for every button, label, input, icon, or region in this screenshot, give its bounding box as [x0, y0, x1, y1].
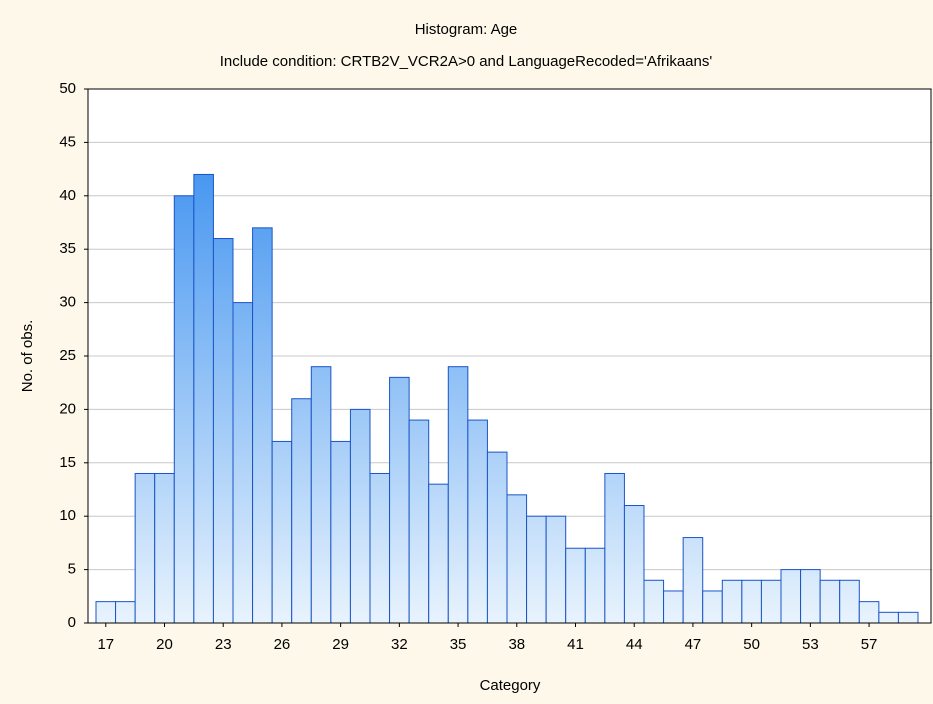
bar [780, 569, 802, 624]
bar [389, 376, 410, 624]
y-tick-label: 10 [59, 507, 76, 524]
bar [447, 366, 469, 624]
bar [819, 579, 841, 624]
bar [408, 419, 430, 624]
x-tick-label: 26 [274, 636, 291, 653]
y-tick-label: 45 [59, 133, 76, 150]
bar [212, 238, 234, 624]
bar [858, 601, 880, 624]
bar [134, 472, 156, 624]
chart-subtitle: Include condition: CRTB2V_VCR2A>0 and La… [220, 53, 713, 70]
x-tick-label: 47 [685, 636, 702, 653]
x-tick-label: 35 [450, 636, 467, 653]
y-tick-label: 20 [59, 400, 76, 417]
x-tick-label: 38 [508, 636, 525, 653]
bar [663, 590, 684, 624]
x-tick-label: 41 [567, 636, 584, 653]
plot-frame [87, 88, 932, 624]
bar [232, 302, 254, 624]
bar [604, 472, 625, 624]
bar [349, 408, 371, 624]
bar [565, 547, 586, 624]
x-tick-label: 23 [215, 636, 232, 653]
bar [310, 366, 332, 624]
x-tick-label: 50 [743, 636, 760, 653]
bar [878, 611, 899, 624]
bar [193, 173, 214, 624]
bar [702, 590, 723, 624]
bar [271, 440, 293, 624]
bar [330, 440, 351, 624]
bar [721, 579, 743, 624]
y-tick-label: 30 [59, 294, 76, 311]
bar [506, 494, 528, 624]
y-tick-label: 5 [68, 561, 76, 578]
bar [741, 579, 762, 624]
x-tick-label: 20 [156, 636, 173, 653]
y-tick-label: 0 [68, 614, 76, 631]
x-tick-label: 57 [861, 636, 878, 653]
x-tick-label: 29 [332, 636, 349, 653]
bar [486, 451, 508, 624]
x-tick-label: 17 [97, 636, 114, 653]
bar [643, 579, 665, 624]
chart-title: Histogram: Age [415, 21, 518, 38]
y-tick-label: 35 [59, 240, 76, 257]
y-axis-label: No. of obs. [19, 320, 36, 393]
y-tick-label: 50 [59, 80, 76, 97]
bar [428, 483, 449, 624]
x-tick-label: 53 [802, 636, 819, 653]
bar [173, 195, 195, 624]
bar [897, 611, 919, 624]
y-tick-label: 40 [59, 187, 76, 204]
y-tick-label: 25 [59, 347, 76, 364]
bar [682, 537, 704, 624]
bar [291, 398, 312, 624]
bar [760, 579, 782, 624]
x-tick-label: 44 [626, 636, 643, 653]
bar [584, 547, 606, 624]
bar [369, 472, 391, 624]
x-axis-label: Category [480, 677, 541, 694]
bar [115, 601, 136, 624]
bar [252, 227, 273, 624]
bar [800, 569, 821, 624]
bar [526, 515, 547, 624]
bar [545, 515, 567, 624]
bar [467, 419, 488, 624]
y-tick-label: 15 [59, 454, 76, 471]
bar [839, 579, 860, 624]
bar [623, 505, 645, 624]
bar [95, 601, 117, 624]
bar [154, 472, 175, 624]
x-tick-label: 32 [391, 636, 408, 653]
